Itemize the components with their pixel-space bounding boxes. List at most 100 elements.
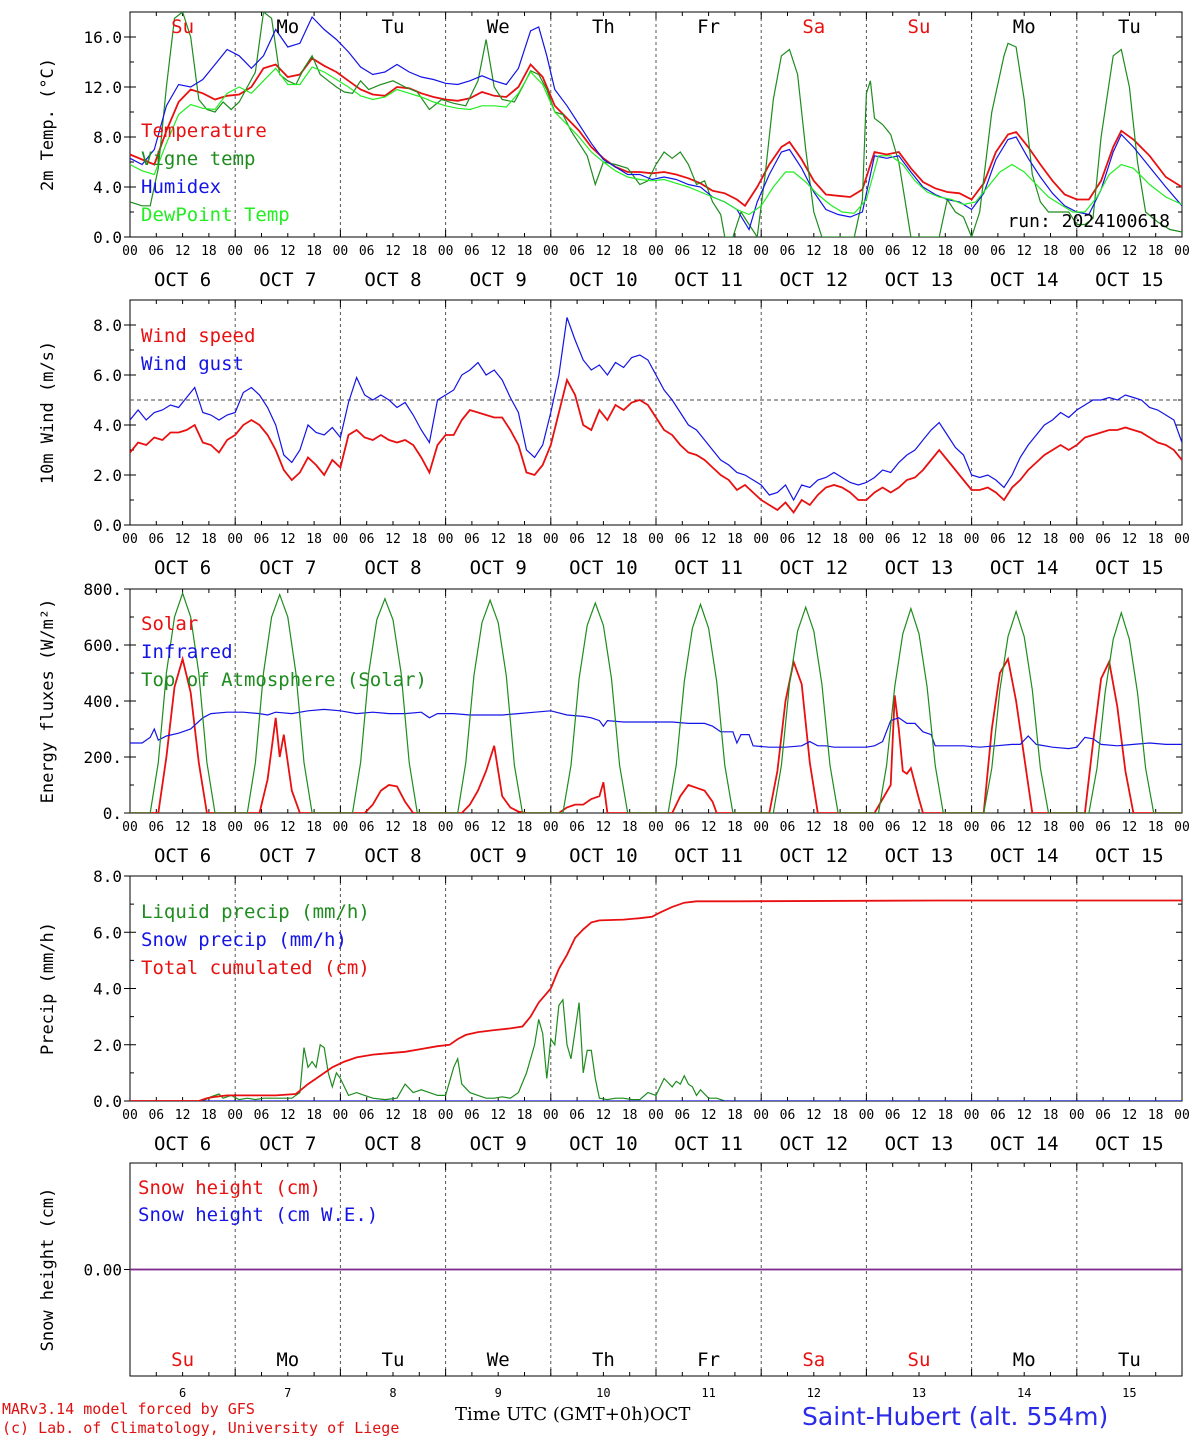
- date-label: OCT 9: [470, 557, 527, 579]
- hour-tick-label: 18: [411, 532, 427, 547]
- hour-tick-label: 18: [201, 532, 217, 547]
- hour-tick-label: 06: [359, 244, 375, 259]
- date-label: OCT 10: [569, 845, 638, 867]
- hour-tick-label: 18: [201, 244, 217, 259]
- hour-tick-label: 00: [438, 532, 454, 547]
- hour-tick-label: 18: [306, 820, 322, 835]
- hour-tick-label: 12: [911, 820, 927, 835]
- date-label: OCT 7: [259, 845, 316, 867]
- y-tick-label: 0.00: [83, 1261, 122, 1280]
- hour-tick-label: 06: [990, 820, 1006, 835]
- hour-tick-label: 18: [1043, 820, 1059, 835]
- y-axis-label: Snow height (cm): [38, 1188, 58, 1352]
- date-label: OCT 9: [470, 845, 527, 867]
- weekday-label-bottom: Tu: [382, 1349, 405, 1371]
- date-label: OCT 14: [990, 1133, 1059, 1155]
- y-tick-label: 400.: [83, 692, 122, 711]
- y-tick-label: 4.0: [93, 178, 122, 197]
- weekday-label-bottom: Th: [592, 1349, 615, 1371]
- hour-tick-label: 06: [1095, 1108, 1111, 1123]
- weekday-label-bottom: Sa: [802, 1349, 825, 1371]
- hour-tick-label: 18: [727, 1108, 743, 1123]
- hour-tick-label: 06: [780, 1108, 796, 1123]
- date-label: OCT 9: [470, 269, 527, 291]
- weekday-label-bottom: Tu: [1118, 1349, 1141, 1371]
- day-number-label: 8: [389, 1386, 396, 1400]
- hour-tick-label: 06: [464, 532, 480, 547]
- hour-tick-label: 18: [622, 1108, 638, 1123]
- panel-precip: 0.0 2.0 4.0 6.0 8.0 Precip (mm/h) Liquid preci…: [38, 867, 1190, 1155]
- run-label: run: 2024100618: [1007, 211, 1170, 232]
- legend-entry: Temperature: [141, 120, 267, 142]
- y-tick-label: 200.: [83, 748, 122, 767]
- hour-tick-label: 06: [780, 532, 796, 547]
- hour-tick-label: 00: [543, 532, 559, 547]
- date-label: OCT 15: [1095, 557, 1164, 579]
- hour-tick-label: 00: [333, 1108, 349, 1123]
- series-line: [130, 317, 1182, 502]
- hour-tick-label: 12: [175, 820, 191, 835]
- series-line: [130, 998, 1182, 1101]
- legend-entry: Humidex: [141, 176, 221, 198]
- hour-tick-label: 12: [911, 1108, 927, 1123]
- date-label: OCT 8: [364, 557, 421, 579]
- hour-tick-label: 00: [964, 532, 980, 547]
- hour-tick-label: 12: [175, 532, 191, 547]
- hour-tick-label: 06: [674, 532, 690, 547]
- station-label: Saint-Hubert (alt. 554m): [802, 1402, 1109, 1431]
- hour-tick-label: 18: [306, 532, 322, 547]
- hour-tick-label: 06: [1095, 244, 1111, 259]
- weekday-label-bottom: Mo: [276, 1349, 299, 1371]
- day-number-label: 13: [912, 1386, 926, 1400]
- hour-tick-label: 12: [701, 1108, 717, 1123]
- hour-tick-label: 06: [359, 1108, 375, 1123]
- hour-tick-label: 06: [569, 244, 585, 259]
- weekday-label-top: We: [487, 16, 510, 38]
- hour-tick-label: 00: [648, 532, 664, 547]
- weekday-label-bottom: Su: [908, 1349, 931, 1371]
- hour-tick-label: 00: [648, 244, 664, 259]
- hour-tick-label: 06: [254, 532, 270, 547]
- y-axis-label: Precip (mm/h): [38, 922, 58, 1055]
- hour-tick-label: 00: [859, 820, 875, 835]
- y-tick-label: 600.: [83, 636, 122, 655]
- panel-flux: 0. 200. 400. 600. 800. Energy fluxes (W/m²) So…: [38, 580, 1190, 867]
- hour-tick-label: 00: [859, 244, 875, 259]
- hour-tick-label: 00: [227, 1108, 243, 1123]
- hour-tick-label: 12: [175, 244, 191, 259]
- y-tick-label: 12.0: [83, 78, 122, 97]
- hour-tick-label: 18: [622, 820, 638, 835]
- hour-tick-label: 06: [990, 532, 1006, 547]
- date-label: OCT 11: [674, 845, 743, 867]
- weekday-label-top: Su: [171, 16, 194, 38]
- day-number-label: 11: [701, 1386, 715, 1400]
- hour-tick-label: 12: [1122, 820, 1138, 835]
- y-axis-label: 2m Temp. (°C): [38, 58, 58, 191]
- hour-tick-label: 06: [1095, 532, 1111, 547]
- hour-tick-label: 12: [1122, 1108, 1138, 1123]
- hour-tick-label: 06: [569, 1108, 585, 1123]
- weekday-label-bottom: Mo: [1013, 1349, 1036, 1371]
- weekday-label-top: Fr: [697, 16, 720, 38]
- date-label: OCT 7: [259, 269, 316, 291]
- hour-tick-label: 12: [490, 532, 506, 547]
- y-tick-label: 2.0: [93, 466, 122, 485]
- series-line: [130, 655, 1182, 813]
- hour-tick-label: 00: [333, 820, 349, 835]
- hour-tick-label: 00: [753, 1108, 769, 1123]
- hour-tick-label: 12: [1122, 532, 1138, 547]
- hour-tick-label: 18: [306, 1108, 322, 1123]
- hour-tick-label: 18: [1148, 820, 1164, 835]
- hour-tick-label: 06: [254, 1108, 270, 1123]
- hour-tick-label: 12: [1016, 1108, 1032, 1123]
- weekday-label-top: Mo: [1013, 16, 1036, 38]
- date-label: OCT 15: [1095, 845, 1164, 867]
- hour-tick-label: 18: [832, 820, 848, 835]
- legend-entry: Infrared: [141, 641, 233, 663]
- x-axis-month: OCT: [649, 1404, 691, 1425]
- hour-tick-label: 12: [490, 1108, 506, 1123]
- hour-tick-label: 18: [832, 244, 848, 259]
- y-tick-label: 8.0: [93, 867, 122, 886]
- hour-tick-label: 12: [490, 244, 506, 259]
- hour-tick-label: 18: [517, 244, 533, 259]
